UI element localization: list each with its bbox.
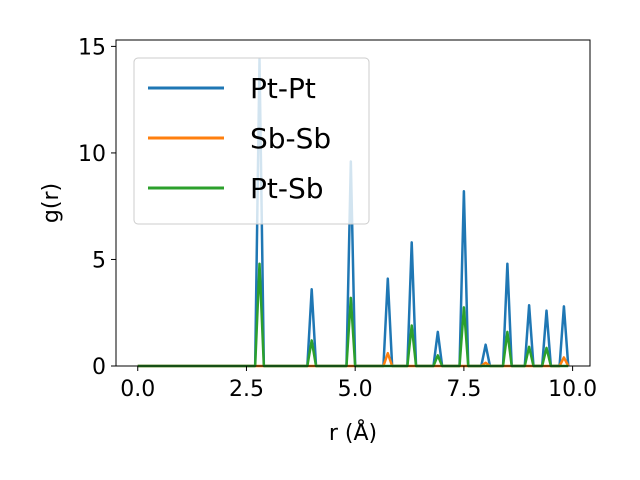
y-tick-label: 0 — [92, 355, 106, 380]
series-line-sb-sb — [137, 351, 570, 368]
x-tick-label: 0.0 — [120, 377, 155, 402]
legend: Pt-Pt Sb-Sb Pt-Sb — [133, 57, 370, 225]
x-tick-label: 7.5 — [446, 377, 481, 402]
legend-box — [133, 57, 370, 225]
legend-label: Sb-Sb — [250, 122, 331, 155]
series-line-pt-sb — [137, 262, 569, 368]
y-tick-label: 15 — [78, 35, 106, 60]
x-tick-label: 5.0 — [338, 377, 373, 402]
x-axis-ticks: 0.0 2.5 5.0 7.5 10.0 — [120, 366, 597, 402]
y-axis-label: g(r) — [39, 183, 64, 223]
plot-frame — [115, 39, 591, 367]
y-tick-label: 10 — [78, 142, 106, 167]
legend-label: Pt-Pt — [250, 72, 316, 105]
x-tick-label: 10.0 — [548, 377, 597, 402]
x-tick-label: 2.5 — [229, 377, 264, 402]
x-axis-label: r (Å) — [329, 419, 377, 446]
y-axis-ticks: 0 5 10 15 — [78, 35, 116, 380]
y-tick-label: 5 — [92, 248, 106, 273]
legend-label: Pt-Sb — [250, 172, 324, 205]
